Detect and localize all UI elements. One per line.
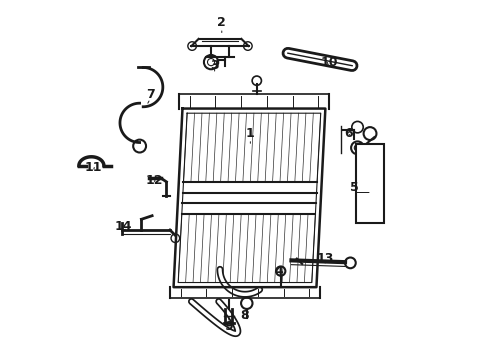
Text: 13: 13 xyxy=(317,252,334,265)
Text: 8: 8 xyxy=(241,309,249,322)
Text: 9: 9 xyxy=(224,320,233,333)
Text: 5: 5 xyxy=(349,181,358,194)
Text: 12: 12 xyxy=(145,174,163,186)
Bar xyxy=(356,144,384,223)
Text: 14: 14 xyxy=(115,220,132,233)
Text: 1: 1 xyxy=(246,127,255,140)
Text: 3: 3 xyxy=(210,59,219,72)
Text: 6: 6 xyxy=(344,127,353,140)
Text: 2: 2 xyxy=(218,16,226,29)
Text: 4: 4 xyxy=(274,265,283,278)
Text: 11: 11 xyxy=(84,161,102,174)
Text: 7: 7 xyxy=(146,88,155,101)
Text: 10: 10 xyxy=(320,55,338,69)
